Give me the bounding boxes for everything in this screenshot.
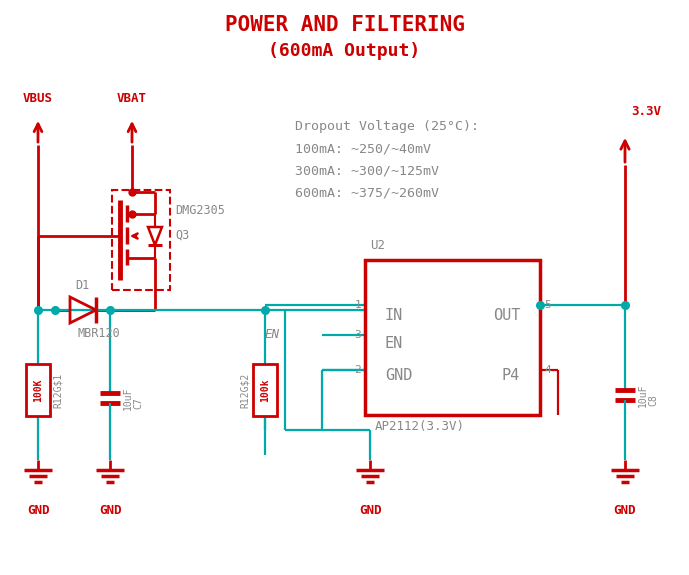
Text: 3: 3	[354, 330, 361, 340]
Text: VBUS: VBUS	[23, 92, 53, 105]
Text: 300mA: ~300/~125mV: 300mA: ~300/~125mV	[295, 164, 439, 177]
Text: 10uF: 10uF	[123, 386, 133, 410]
Text: 600mA: ~375/~260mV: 600mA: ~375/~260mV	[295, 186, 439, 199]
Text: EN: EN	[385, 335, 403, 351]
Bar	[253, 364, 277, 416]
Text: Dropout Voltage (25°C):: Dropout Voltage (25°C):	[295, 120, 479, 133]
Text: Q3: Q3	[175, 228, 189, 242]
Text: GND: GND	[614, 504, 636, 516]
Text: EN: EN	[265, 328, 280, 342]
Text: GND: GND	[99, 504, 121, 516]
Text: DMG2305: DMG2305	[175, 204, 225, 217]
Text: 100K: 100K	[33, 378, 43, 402]
Bar	[112, 190, 170, 290]
Text: GND: GND	[359, 504, 381, 516]
Text: C7: C7	[133, 397, 143, 409]
Text: 100mA: ~250/~40mV: 100mA: ~250/~40mV	[295, 142, 431, 155]
Text: 3.3V: 3.3V	[631, 105, 661, 118]
Text: OUT: OUT	[493, 308, 520, 323]
Text: U2: U2	[370, 239, 385, 252]
Text: R12G$2: R12G$2	[240, 373, 250, 408]
Text: (600mA Output): (600mA Output)	[269, 42, 420, 60]
Text: IN: IN	[385, 308, 403, 323]
Text: 4: 4	[544, 365, 551, 375]
Bar	[26, 364, 50, 416]
Text: D1: D1	[75, 279, 90, 292]
Text: POWER AND FILTERING: POWER AND FILTERING	[225, 15, 464, 35]
Text: 5: 5	[544, 300, 551, 310]
Text: AP2112(3.3V): AP2112(3.3V)	[375, 420, 465, 433]
Text: 2: 2	[354, 365, 361, 375]
Text: C8: C8	[648, 394, 658, 406]
Text: R12G$1: R12G$1	[53, 373, 63, 408]
Text: GND: GND	[27, 504, 49, 516]
Text: VBAT: VBAT	[117, 92, 147, 105]
Text: P4: P4	[502, 367, 520, 382]
Bar	[365, 260, 540, 415]
Text: 1: 1	[354, 300, 361, 310]
Text: GND: GND	[385, 367, 413, 382]
Text: 10uF: 10uF	[638, 384, 648, 407]
Text: 100k: 100k	[260, 378, 270, 402]
Text: MBR120: MBR120	[78, 327, 121, 340]
